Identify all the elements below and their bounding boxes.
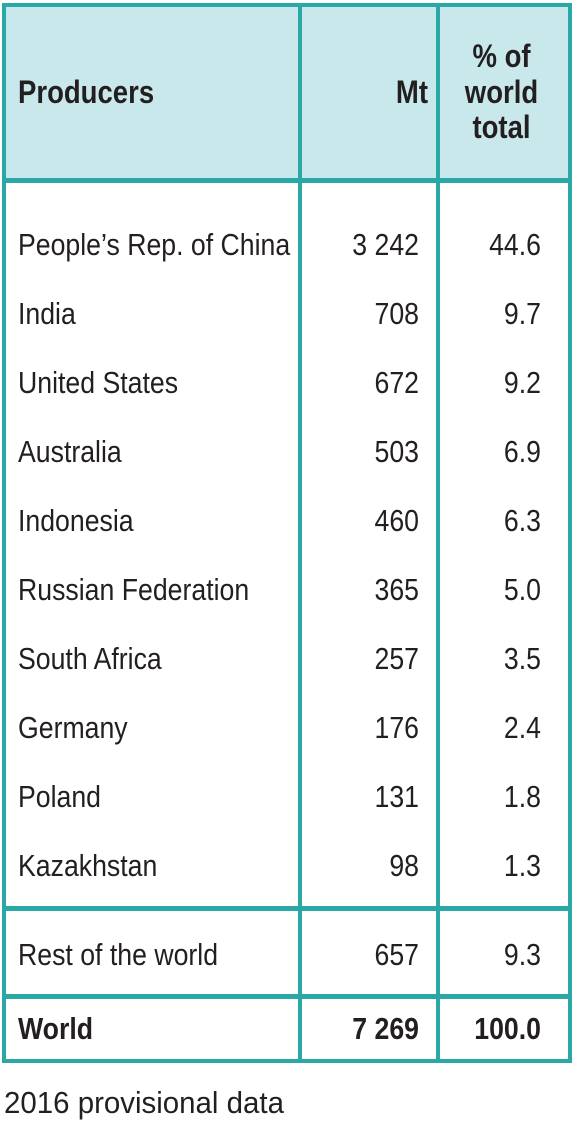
table-row: Kazakhstan 98 1.3	[6, 831, 568, 900]
row-mt: 503	[374, 433, 419, 469]
row-producer: Germany	[18, 709, 128, 745]
row-mt: 708	[374, 295, 419, 331]
header-divider	[6, 178, 568, 183]
table-row: Australia 503 6.9	[6, 417, 568, 486]
row-mt: 672	[374, 364, 419, 400]
header-percent-label: % of world total	[464, 37, 539, 146]
table-row: India 708 9.7	[6, 279, 568, 348]
row-mt: 131	[374, 778, 419, 814]
header-mt: Mt	[395, 73, 428, 110]
header-percent-of-world-total: % of world total	[449, 7, 555, 178]
table-row: Germany 176 2.4	[6, 693, 568, 762]
table-row: South Africa 257 3.5	[6, 624, 568, 693]
row-pct: 44.6	[489, 226, 541, 262]
table-row-rest-of-world: Rest of the world 657 9.3	[6, 916, 568, 993]
row-pct: 6.9	[503, 433, 541, 469]
row-mt: 257	[374, 640, 419, 676]
row-mt: 7 269	[352, 1011, 419, 1046]
row-producer: Poland	[18, 778, 102, 814]
row-producer: World	[18, 1011, 94, 1046]
coal-producers-table: Producers Mt % of world total People’s R…	[2, 3, 572, 1063]
table-row: United States 672 9.2	[6, 348, 568, 417]
footnote: 2016 provisional data	[4, 1085, 284, 1120]
row-pct: 3.5	[503, 640, 541, 676]
row-pct: 9.2	[503, 364, 541, 400]
table-row: People’s Rep. of China 3 242 44.6	[6, 210, 568, 279]
row-pct: 2.4	[503, 709, 541, 745]
row-pct: 9.7	[503, 295, 541, 331]
row-producer: India	[18, 295, 76, 331]
table-row-world-total: World 7 269 100.0	[6, 999, 568, 1059]
row-mt: 365	[374, 571, 419, 607]
table-row: Poland 131 1.8	[6, 762, 568, 831]
row-producer: Kazakhstan	[18, 847, 158, 883]
column-divider-1	[298, 7, 302, 1059]
row-pct: 1.8	[503, 778, 541, 814]
row-mt: 176	[374, 709, 419, 745]
row-pct: 100.0	[474, 1011, 541, 1046]
row-producer: Australia	[18, 433, 122, 469]
table-row: Russian Federation 365 5.0	[6, 555, 568, 624]
row-pct: 9.3	[503, 936, 541, 972]
row-mt: 98	[389, 847, 419, 883]
row-producer: Rest of the world	[18, 936, 219, 972]
table-row: Indonesia 460 6.3	[6, 486, 568, 555]
row-mt: 460	[374, 502, 419, 538]
column-divider-2	[436, 7, 440, 1059]
row-producer: Russian Federation	[18, 571, 250, 607]
row-pct: 5.0	[503, 571, 541, 607]
row-producer: People’s Rep. of China	[18, 226, 291, 262]
row-pct: 6.3	[503, 502, 541, 538]
row-producer: Indonesia	[18, 502, 134, 538]
rest-divider	[6, 906, 568, 911]
row-producer: United States	[18, 364, 179, 400]
row-mt: 657	[374, 936, 419, 972]
row-pct: 1.3	[503, 847, 541, 883]
header-producers: Producers	[18, 73, 155, 110]
table-header: Producers Mt % of world total	[6, 7, 568, 178]
total-divider	[6, 994, 568, 999]
row-mt: 3 242	[352, 226, 419, 262]
row-producer: South Africa	[18, 640, 162, 676]
